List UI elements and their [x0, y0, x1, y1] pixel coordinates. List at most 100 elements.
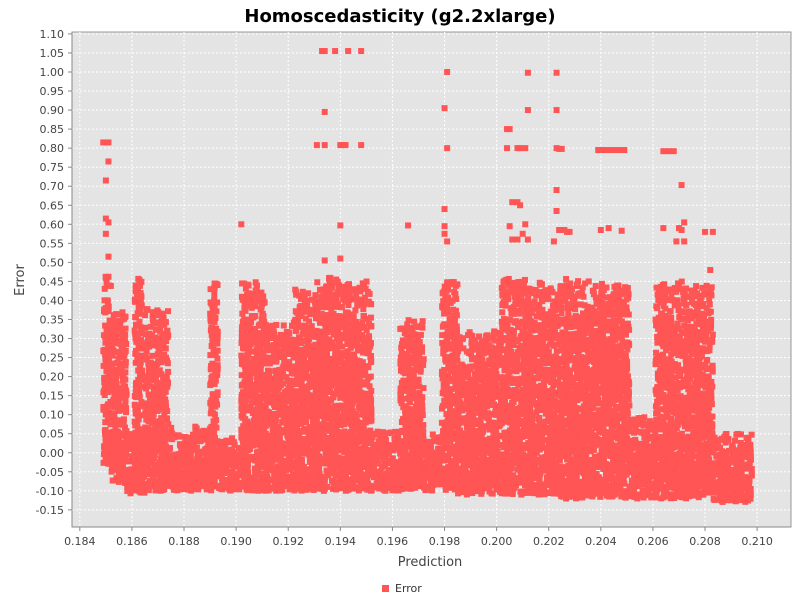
- scatter-point: [346, 384, 353, 391]
- scatter-point: [135, 412, 142, 419]
- scatter-point: [266, 462, 273, 469]
- scatter-point: [267, 417, 274, 424]
- scatter-point: [326, 427, 333, 434]
- scatter-point: [337, 390, 344, 397]
- scatter-point: [352, 397, 359, 404]
- scatter-point: [285, 377, 292, 384]
- scatter-point: [123, 466, 130, 473]
- scatter-point: [108, 360, 115, 367]
- scatter-point: [105, 446, 112, 453]
- scatter-point: [360, 341, 367, 348]
- scatter-point: [186, 459, 193, 466]
- scatter-point: [287, 336, 294, 343]
- scatter-point: [146, 400, 153, 407]
- scatter-point: [397, 387, 404, 394]
- scatter-point: [132, 335, 139, 342]
- scatter-point: [290, 323, 297, 330]
- scatter-point: [364, 288, 371, 295]
- scatter-point: [133, 487, 140, 494]
- scatter-point: [247, 478, 254, 485]
- scatter-point: [260, 313, 267, 320]
- scatter-point: [303, 486, 310, 493]
- scatter-point: [344, 326, 351, 333]
- scatter-point: [236, 481, 243, 488]
- scatter-point: [349, 432, 356, 439]
- scatter-point: [312, 292, 319, 299]
- scatter-point: [371, 465, 378, 472]
- scatter-point: [214, 299, 221, 306]
- scatter-point: [263, 379, 270, 386]
- scatter-point: [391, 487, 398, 494]
- scatter-point: [145, 429, 152, 436]
- scatter-point: [165, 421, 172, 428]
- scatter-point: [269, 322, 276, 329]
- scatter-point: [152, 326, 159, 333]
- scatter-point: [333, 332, 340, 339]
- scatter-point: [181, 445, 188, 452]
- scatter-point: [283, 374, 290, 381]
- scatter-point: [271, 387, 278, 394]
- scatter-point: [338, 444, 345, 451]
- scatter-point: [116, 311, 123, 318]
- scatter-point: [300, 329, 307, 336]
- scatter-point: [124, 487, 131, 494]
- scatter-point: [284, 441, 291, 448]
- scatter-point: [104, 297, 111, 304]
- scatter-point: [419, 394, 426, 401]
- scatter-point: [310, 399, 317, 406]
- scatter-point: [121, 406, 128, 413]
- scatter-point: [262, 391, 269, 398]
- scatter-point: [332, 313, 339, 320]
- scatter-point: [343, 290, 350, 297]
- scatter-point: [256, 291, 263, 298]
- scatter-point: [411, 342, 418, 349]
- scatter-point: [104, 345, 111, 352]
- scatter-point: [262, 354, 269, 361]
- scatter-point: [277, 486, 284, 493]
- scatter-point: [156, 469, 163, 476]
- scatter-point: [315, 424, 322, 431]
- scatter-point: [144, 382, 151, 389]
- scatter-point: [412, 484, 419, 491]
- scatter-point: [308, 436, 315, 443]
- scatter-point: [244, 439, 251, 446]
- scatter-point: [266, 354, 273, 361]
- scatter-point: [266, 393, 273, 400]
- scatter-point: [101, 297, 108, 304]
- scatter-point: [407, 339, 414, 346]
- scatter-point: [124, 443, 131, 450]
- scatter-point: [242, 307, 249, 314]
- scatter-point: [159, 310, 166, 317]
- scatter-point: [320, 438, 327, 445]
- scatter-point: [382, 487, 389, 494]
- scatter-point: [294, 476, 301, 483]
- scatter-point: [244, 487, 251, 494]
- scatter-point: [263, 484, 270, 491]
- scatter-point: [326, 281, 333, 288]
- scatter-point: [207, 352, 214, 359]
- scatter-point: [233, 474, 240, 481]
- scatter-point: [147, 323, 154, 330]
- scatter-point: [257, 419, 264, 426]
- scatter-point: [102, 333, 109, 340]
- scatter-point: [308, 327, 315, 334]
- scatter-point: [181, 456, 188, 463]
- scatter-point: [238, 339, 245, 346]
- scatter-point: [190, 444, 197, 451]
- scatter-point: [350, 318, 357, 325]
- scatter-point: [402, 430, 409, 437]
- scatter-point: [291, 414, 298, 421]
- scatter-point: [339, 324, 346, 331]
- scatter-point: [143, 347, 150, 354]
- scatter-point: [119, 343, 126, 350]
- scatter-point: [280, 322, 287, 329]
- scatter-point: [285, 351, 292, 358]
- scatter-point: [160, 403, 167, 410]
- scatter-point: [308, 296, 315, 303]
- scatter-point: [360, 312, 367, 319]
- scatter-point: [104, 389, 111, 396]
- scatter-point: [290, 476, 297, 483]
- scatter-point: [317, 363, 324, 370]
- scatter-point: [109, 343, 116, 350]
- scatter-point: [176, 451, 183, 458]
